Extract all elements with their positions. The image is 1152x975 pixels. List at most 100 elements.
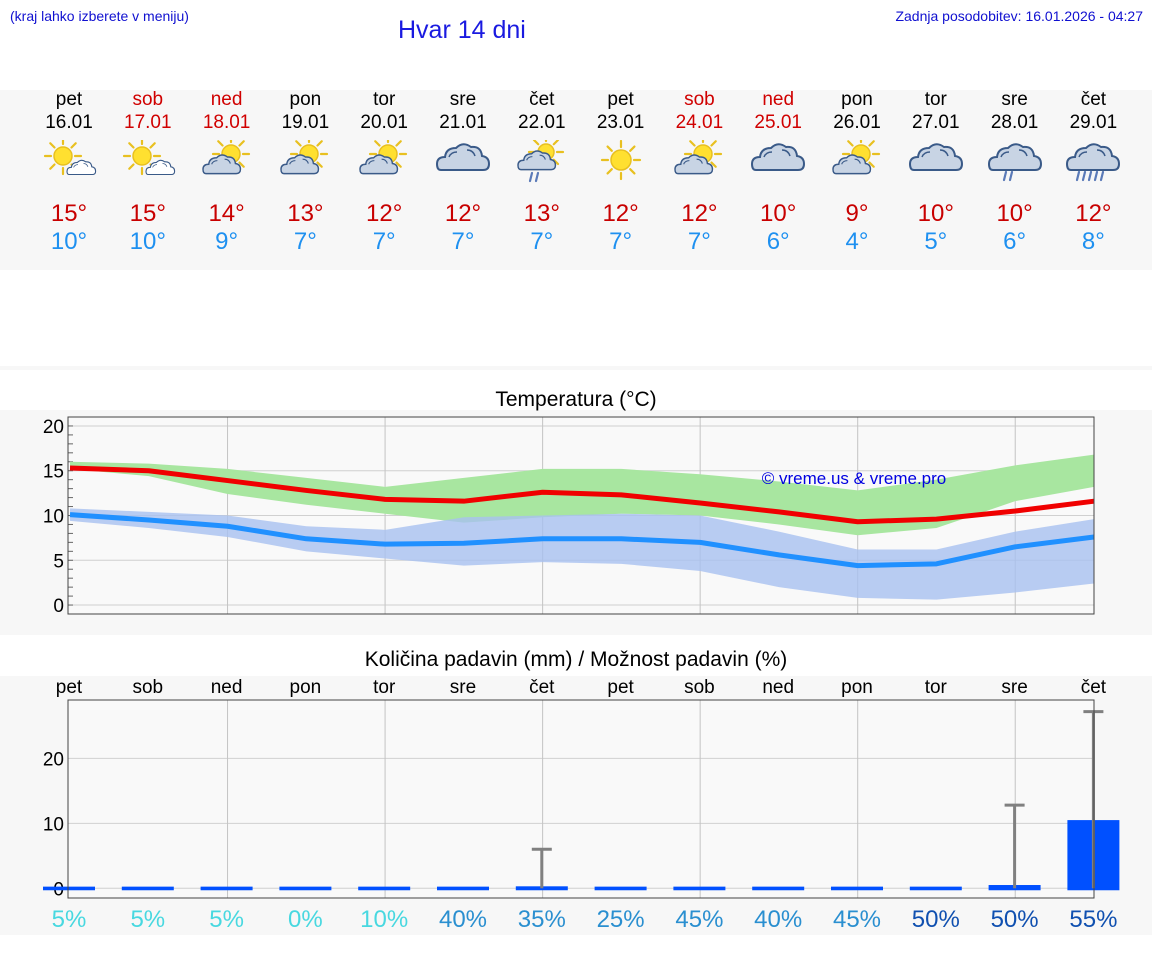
x-category-label: sob [132, 677, 163, 698]
max-temperature: 15° [50, 200, 88, 227]
cloud-shape [517, 150, 556, 171]
sun-icon [600, 140, 641, 181]
day-date: 20.01 [360, 112, 408, 133]
forecast-day: ned 25.01 10° 6° [738, 88, 818, 256]
plot-frame [67, 699, 1095, 899]
x-category-label: tor [925, 677, 948, 698]
day-date: 18.01 [202, 112, 251, 133]
max-temperature: 10° [996, 200, 1033, 227]
cloud-body [435, 143, 491, 171]
precip-bar [515, 886, 568, 891]
forecast-day: čet 22.01 13° 7° [502, 88, 582, 256]
max-temperature: 12° [444, 200, 482, 227]
max-temperature: 10° [917, 200, 954, 227]
day-date: 17.01 [124, 112, 172, 133]
x-category-label: ned [211, 677, 243, 698]
page-title: Hvar 14 dni [398, 16, 526, 44]
precip-chance-label: 25% [597, 906, 645, 933]
x-category-label: pon [841, 677, 873, 698]
precip-chance-label: 40% [754, 906, 802, 933]
day-name: pet [607, 89, 634, 110]
min-temperature: 5° [924, 228, 948, 255]
precip-bar [121, 886, 174, 891]
cloud-shape [987, 143, 1042, 171]
precip-bar [909, 886, 962, 891]
cloud-detail [448, 149, 476, 158]
max-temperature: 12° [681, 200, 718, 227]
day-name: sre [449, 89, 477, 110]
precip-chance-label: 5% [52, 906, 87, 933]
cloud-shape [66, 159, 97, 176]
y-tick-label: 10 [43, 507, 64, 528]
forecast-day: tor 27.01 10° 5° [896, 88, 976, 256]
precip-bar [831, 886, 883, 891]
cloud-body [1066, 143, 1121, 171]
precip-chance-label: 45% [833, 906, 881, 933]
max-temperature: 13° [523, 200, 560, 227]
cloud-shape [751, 143, 806, 171]
max-temperature: 9° [845, 200, 869, 227]
max-temperature: 12° [366, 200, 403, 227]
precip-chance-label: 50% [912, 906, 960, 933]
day-date: 19.01 [281, 112, 330, 133]
cloud-shape [674, 154, 714, 175]
cloud-body [832, 154, 872, 175]
day-date: 26.01 [833, 112, 881, 133]
min-temperature: 9° [215, 228, 239, 255]
y-tick-label: 20 [43, 749, 64, 770]
cloud-body [517, 150, 556, 171]
cloud-detail [368, 158, 389, 165]
cloud-detail [763, 149, 791, 158]
precip-bar [43, 886, 95, 891]
x-category-label: čet [1081, 677, 1107, 698]
forecast-day: pon 19.01 13° 7° [265, 88, 345, 256]
x-category-label: tor [373, 677, 396, 698]
y-tick-label: 15 [43, 462, 64, 483]
cloud-shape [201, 154, 241, 175]
plot-frame [67, 416, 1095, 615]
min-temperature: 6° [1003, 228, 1027, 255]
cloud-detail [289, 158, 310, 165]
location-menu-hint: (kraj lahko izberete v meniju) [10, 8, 189, 24]
forecast-strip-background [0, 90, 1152, 270]
min-temperature: 10° [50, 228, 88, 255]
day-name: čet [1080, 89, 1107, 110]
cloud-shape [145, 159, 175, 176]
precip-bar [752, 886, 805, 891]
x-category-label: sre [450, 677, 476, 698]
sun-rays [600, 140, 641, 181]
watermark: © vreme.us & vreme.pro [762, 469, 946, 488]
min-temperature: 7° [293, 228, 317, 255]
separator-band [0, 366, 1152, 370]
cloud-body [908, 143, 963, 171]
precipitation-chart-title: Količina padavin (mm) / Možnost padavin … [364, 648, 788, 671]
forecast-day: sob 17.01 15° 10° [108, 88, 188, 256]
cloud-body [987, 143, 1042, 171]
x-category-label: pon [290, 677, 322, 698]
precip-bar [358, 886, 411, 891]
y-tick-label: 20 [43, 417, 64, 438]
sun-disc [609, 149, 632, 171]
forecast-day: sre 28.01 10° 6° [975, 88, 1055, 256]
max-temperature: 13° [287, 200, 324, 227]
x-category-label: čet [529, 677, 555, 698]
x-category-label: ned [762, 677, 794, 698]
cloudy-icon [908, 143, 963, 171]
partly-cloudy-icon [359, 140, 408, 175]
precip-chance-label: 35% [518, 906, 566, 933]
max-temperature: 10° [760, 200, 797, 227]
min-temperature: 4° [845, 228, 869, 255]
forecast-day: pon 26.01 9° 4° [817, 88, 897, 256]
cloud-detail [152, 163, 168, 168]
day-name: tor [373, 89, 396, 110]
y-tick-label: 0 [53, 596, 64, 617]
sun-cloud-icon [43, 140, 97, 176]
cloud-body [201, 154, 241, 175]
cloud-body [751, 143, 806, 171]
min-temperature: 7° [687, 228, 711, 255]
sun-disc [53, 146, 73, 166]
min-temperature: 7° [609, 228, 633, 255]
light-rain-icon [987, 143, 1042, 182]
partly-cloudy-icon [201, 140, 250, 175]
precip-bar [437, 886, 489, 891]
